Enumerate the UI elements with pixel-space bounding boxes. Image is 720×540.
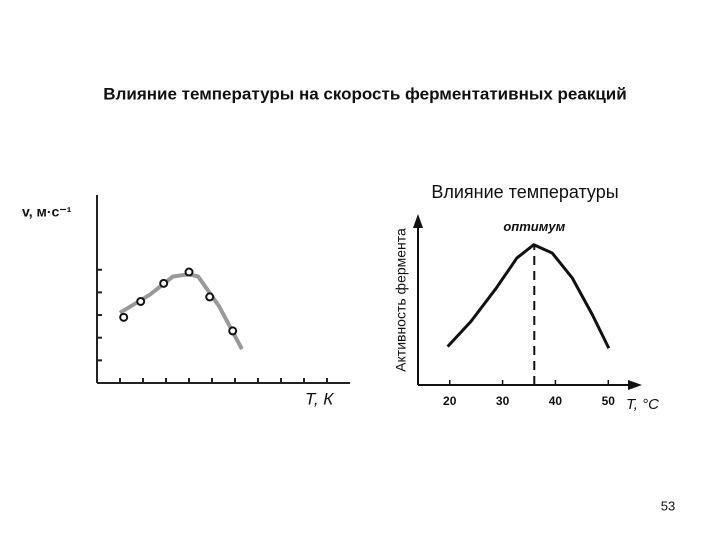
axis-arrow: [628, 380, 642, 390]
axis-arrow: [413, 214, 423, 228]
data-point: [228, 326, 238, 336]
annotation: оптимум: [503, 219, 565, 234]
x-axis-label: T, К: [305, 389, 334, 408]
activity-curve: [446, 242, 611, 349]
x-axis-label: T, °C: [626, 396, 659, 413]
data-point: [184, 267, 194, 277]
page-number: 53: [661, 498, 675, 513]
data-point: [119, 312, 129, 322]
slide-title: Влияние температуры на скорость фермента…: [103, 84, 626, 103]
y-axis-label: Активность фермента: [393, 228, 409, 372]
data-point: [136, 296, 146, 306]
data-point: [205, 292, 215, 302]
data-point: [159, 278, 169, 288]
x-tick-label: 30: [496, 394, 510, 408]
x-tick-label: 50: [602, 394, 616, 408]
x-tick-label: 40: [549, 394, 563, 408]
x-tick-label: 20: [443, 394, 457, 408]
fit-curve: [118, 272, 244, 350]
chart-title: Влияние температуры: [431, 182, 618, 202]
y-axis-label: v, м·с⁻¹: [22, 204, 72, 220]
